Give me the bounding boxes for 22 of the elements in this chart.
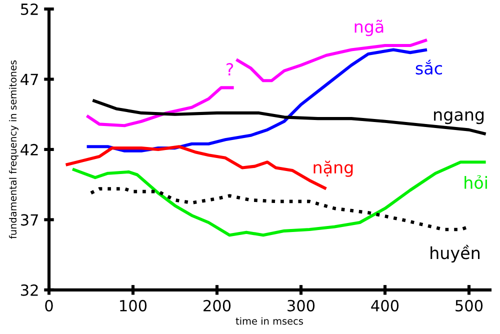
line-series (91, 98, 488, 136)
x-tick-label: 100 (120, 300, 147, 312)
y-tick-label: 47 (20, 74, 38, 86)
series-label: sắc (416, 60, 442, 75)
y-tick-label: 32 (21, 284, 38, 296)
series-label: ngã (354, 20, 384, 36)
y-tick-label: 37 (21, 214, 38, 226)
x-axis-title: time in msecs (236, 317, 303, 325)
x-tick-label: 500 (456, 300, 483, 312)
x-tick-label: 400 (371, 300, 399, 312)
x-tick-label: 0 (45, 300, 53, 312)
x-tick-label: 300 (288, 300, 315, 312)
series-label: huyền (430, 244, 480, 262)
series-label: nặng (314, 160, 353, 177)
y-axis-title: fundamental frequency in semitones (9, 60, 18, 239)
annotation: ? (226, 63, 234, 76)
y-tick-label: 52 (21, 3, 38, 16)
x-tick-label: 200 (204, 300, 231, 312)
series-label: hỏi (464, 175, 487, 189)
y-tick-label: 42 (20, 144, 38, 156)
series-label: ngang (434, 111, 484, 124)
line-series (70, 160, 488, 237)
